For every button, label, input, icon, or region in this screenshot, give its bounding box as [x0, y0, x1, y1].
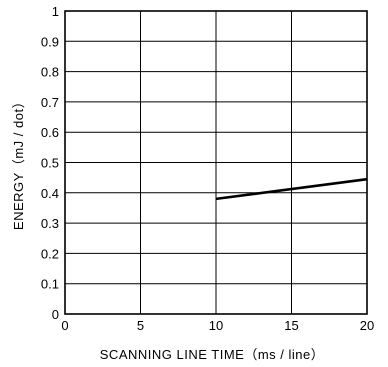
y-tick-label: 0.9 [41, 34, 59, 49]
y-tick-label: 0.3 [41, 216, 59, 231]
x-tick-label: 5 [137, 318, 144, 333]
y-tick-label: 0.6 [41, 125, 59, 140]
grid [64, 10, 368, 315]
plot-frame [64, 10, 368, 315]
x-axis-label: SCANNING LINE TIME（ms / line） [100, 347, 324, 362]
y-tick-label: 0.1 [41, 277, 59, 292]
x-tick-label: 15 [284, 318, 298, 333]
y-tick-label: 0.5 [41, 156, 59, 171]
y-tick-label: 0.2 [41, 246, 59, 261]
y-axis-label: ENERGY（mJ / dot） [11, 95, 26, 230]
y-tick-label: 0.8 [41, 65, 59, 80]
y-tick-label: 1 [52, 4, 59, 19]
y-tick-labels: 0 0.1 0.2 0.3 0.4 0.5 0.6 0.7 0.8 0.9 1 [41, 4, 59, 322]
x-tick-label: 0 [61, 318, 68, 333]
x-tick-label: 20 [360, 318, 374, 333]
y-tick-label: 0.7 [41, 95, 59, 110]
x-tick-labels: 0 5 10 15 20 [61, 318, 374, 333]
series-group [215, 177, 368, 201]
y-tick-label: 0 [52, 307, 59, 322]
x-tick-label: 10 [209, 318, 223, 333]
y-tick-label: 0.4 [41, 186, 59, 201]
series-line-0 [215, 177, 368, 201]
